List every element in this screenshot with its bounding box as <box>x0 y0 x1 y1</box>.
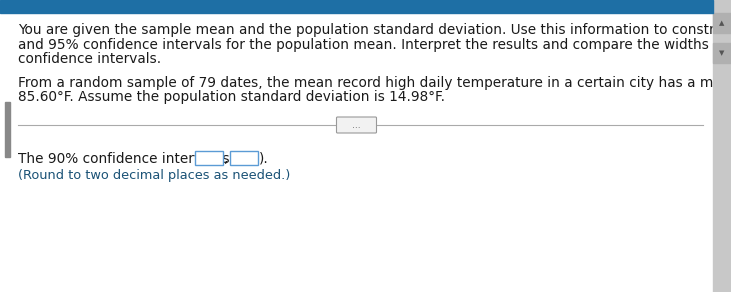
Bar <box>5 102 10 157</box>
Text: ).: ). <box>260 151 269 165</box>
Bar <box>713 13 731 33</box>
Bar <box>0 0 713 13</box>
Bar <box>194 151 223 165</box>
Text: confidence intervals.: confidence intervals. <box>18 52 161 66</box>
Text: ▲: ▲ <box>719 20 724 26</box>
Text: From a random sample of 79 dates, the mean record high daily temperature in a ce: From a random sample of 79 dates, the me… <box>18 76 731 90</box>
Bar <box>713 0 731 292</box>
FancyBboxPatch shape <box>336 117 376 133</box>
Text: ...: ... <box>352 121 361 129</box>
Text: and 95% confidence intervals for the population mean. Interpret the results and : and 95% confidence intervals for the pop… <box>18 37 731 51</box>
Text: You are given the sample mean and the population standard deviation. Use this in: You are given the sample mean and the po… <box>18 23 731 37</box>
Text: 85.60°F. Assume the population standard deviation is 14.98°F.: 85.60°F. Assume the population standard … <box>18 91 445 105</box>
Bar <box>713 43 731 63</box>
Text: ,: , <box>224 151 228 165</box>
Text: (Round to two decimal places as needed.): (Round to two decimal places as needed.) <box>18 169 290 182</box>
Text: ▼: ▼ <box>719 50 724 56</box>
Text: The 90% confidence interval is (: The 90% confidence interval is ( <box>18 151 239 165</box>
Bar <box>230 151 258 165</box>
